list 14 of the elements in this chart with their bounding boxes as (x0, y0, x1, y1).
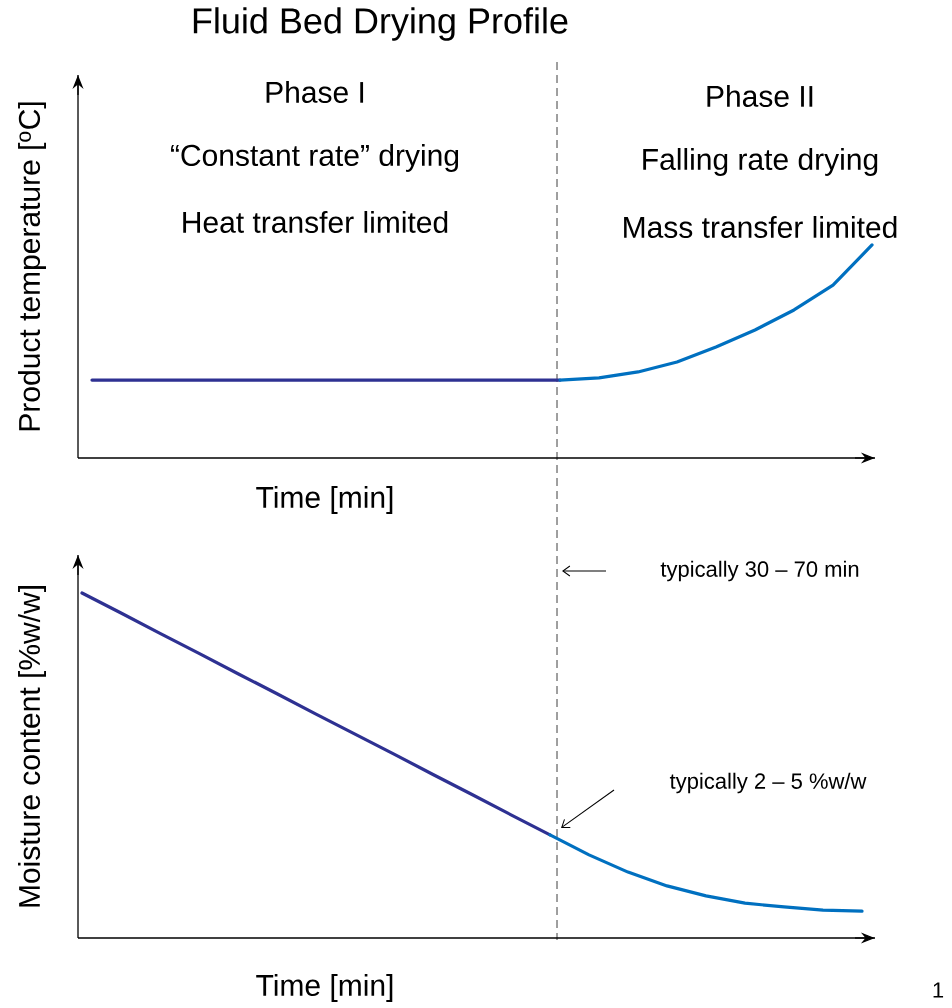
text: Phase II (707, 84, 813, 108)
x-axis-title: Time [min] (256, 974, 393, 1002)
y-axis-title: Product temperature [$^{o}$C] (18, 102, 46, 431)
text: 1 (933, 982, 944, 998)
x-axis-title: Time [min] (256, 486, 393, 514)
text: “Constant rate” drying (171, 144, 459, 172)
text: Phase I (266, 80, 364, 104)
chart-title: Fluid Bed Drying Profile (193, 7, 568, 41)
y-axis-title: Moisture content [%w/w] (18, 586, 46, 907)
text: Heat transfer limited (183, 210, 448, 234)
text: Falling rate drying (643, 148, 878, 176)
annotation: typically 2 – 5 %w/w (669, 772, 867, 794)
text: Mass transfer limited (624, 215, 897, 239)
text: typically 30 – 70 min (660, 560, 859, 582)
